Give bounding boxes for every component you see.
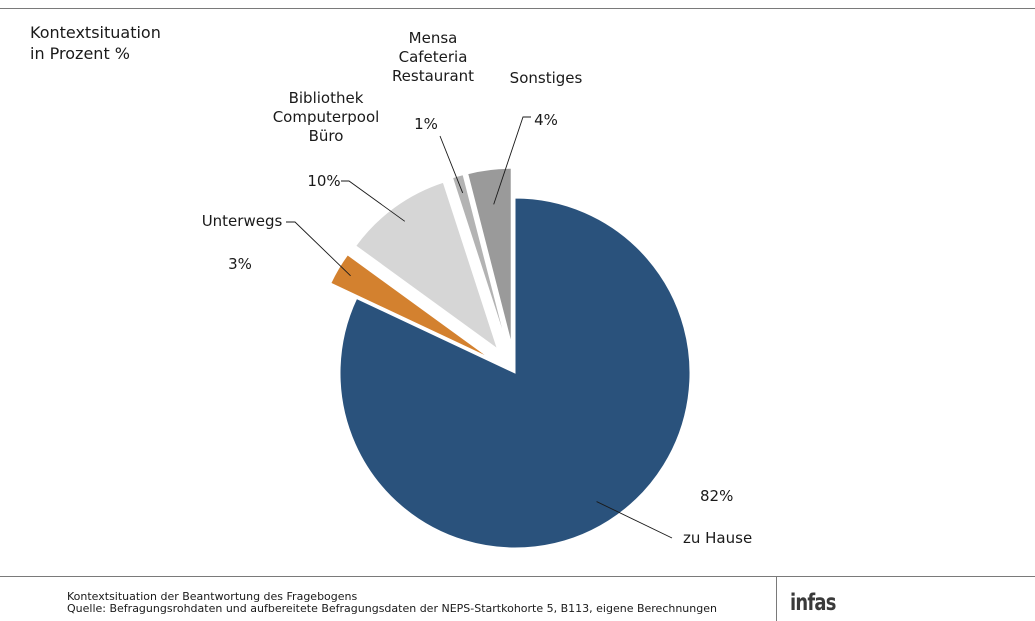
leader-line-mensa [439,135,464,194]
leader-line-unterwegs [286,221,351,277]
value-label-unterwegs: 3% [228,255,252,273]
category-label-bibliothek-line-1: Bibliothek [289,89,364,107]
category-label-mensa-line-2: Cafeteria [399,48,468,66]
pie-slice-sonstiges [467,167,512,344]
pie-slice-unterwegs [330,254,490,359]
footer-separator [776,577,777,621]
leader-line-zu-hause [596,501,673,539]
infas-logo: infas [790,590,836,616]
chart-title: Kontextsituation in Prozent % [30,22,161,64]
chart-title-line-2: in Prozent % [30,44,130,63]
pie-slice-bibliothek [355,181,499,351]
category-label-mensa-line-3: Restaurant [392,67,474,85]
pie-chart: zu Hause 82% Unterwegs 3% BibliothekComputer… [202,29,752,549]
value-label-mensa: 1% [414,115,438,133]
chart-title-line-1: Kontextsituation [30,23,161,42]
pie-slice-zu-hause [339,197,691,549]
leader-lines [286,116,673,539]
pie-slices [330,167,691,549]
footer-notes: Kontextsituation der Beantwortung des Fr… [67,591,717,615]
category-label-mensa-line-1: Mensa [409,29,458,47]
value-label-bibliothek: 10% [307,172,340,190]
category-label-zu-hause: zu Hause [683,529,752,547]
category-label-sonstiges: Sonstiges [510,69,583,87]
footer-source: Quelle: Befragungsrohdaten und aufbereit… [67,602,717,615]
bottom-rule [0,576,1035,577]
pie-labels: zu Hause 82% Unterwegs 3% BibliothekComputer… [202,29,752,547]
leader-line-bibliothek [341,180,406,222]
value-label-zu-hause: 82% [700,487,733,505]
category-label-bibliothek-line-2: Computerpool [273,108,380,126]
category-label-unterwegs: Unterwegs [202,212,283,230]
pie-slice-mensa [451,174,508,345]
leader-line-sonstiges [493,116,531,205]
value-label-sonstiges: 4% [534,111,558,129]
footer-caption: Kontextsituation der Beantwortung des Fr… [67,590,358,603]
category-label-bibliothek-line-3: Büro [309,127,344,145]
top-rule [0,8,1035,9]
